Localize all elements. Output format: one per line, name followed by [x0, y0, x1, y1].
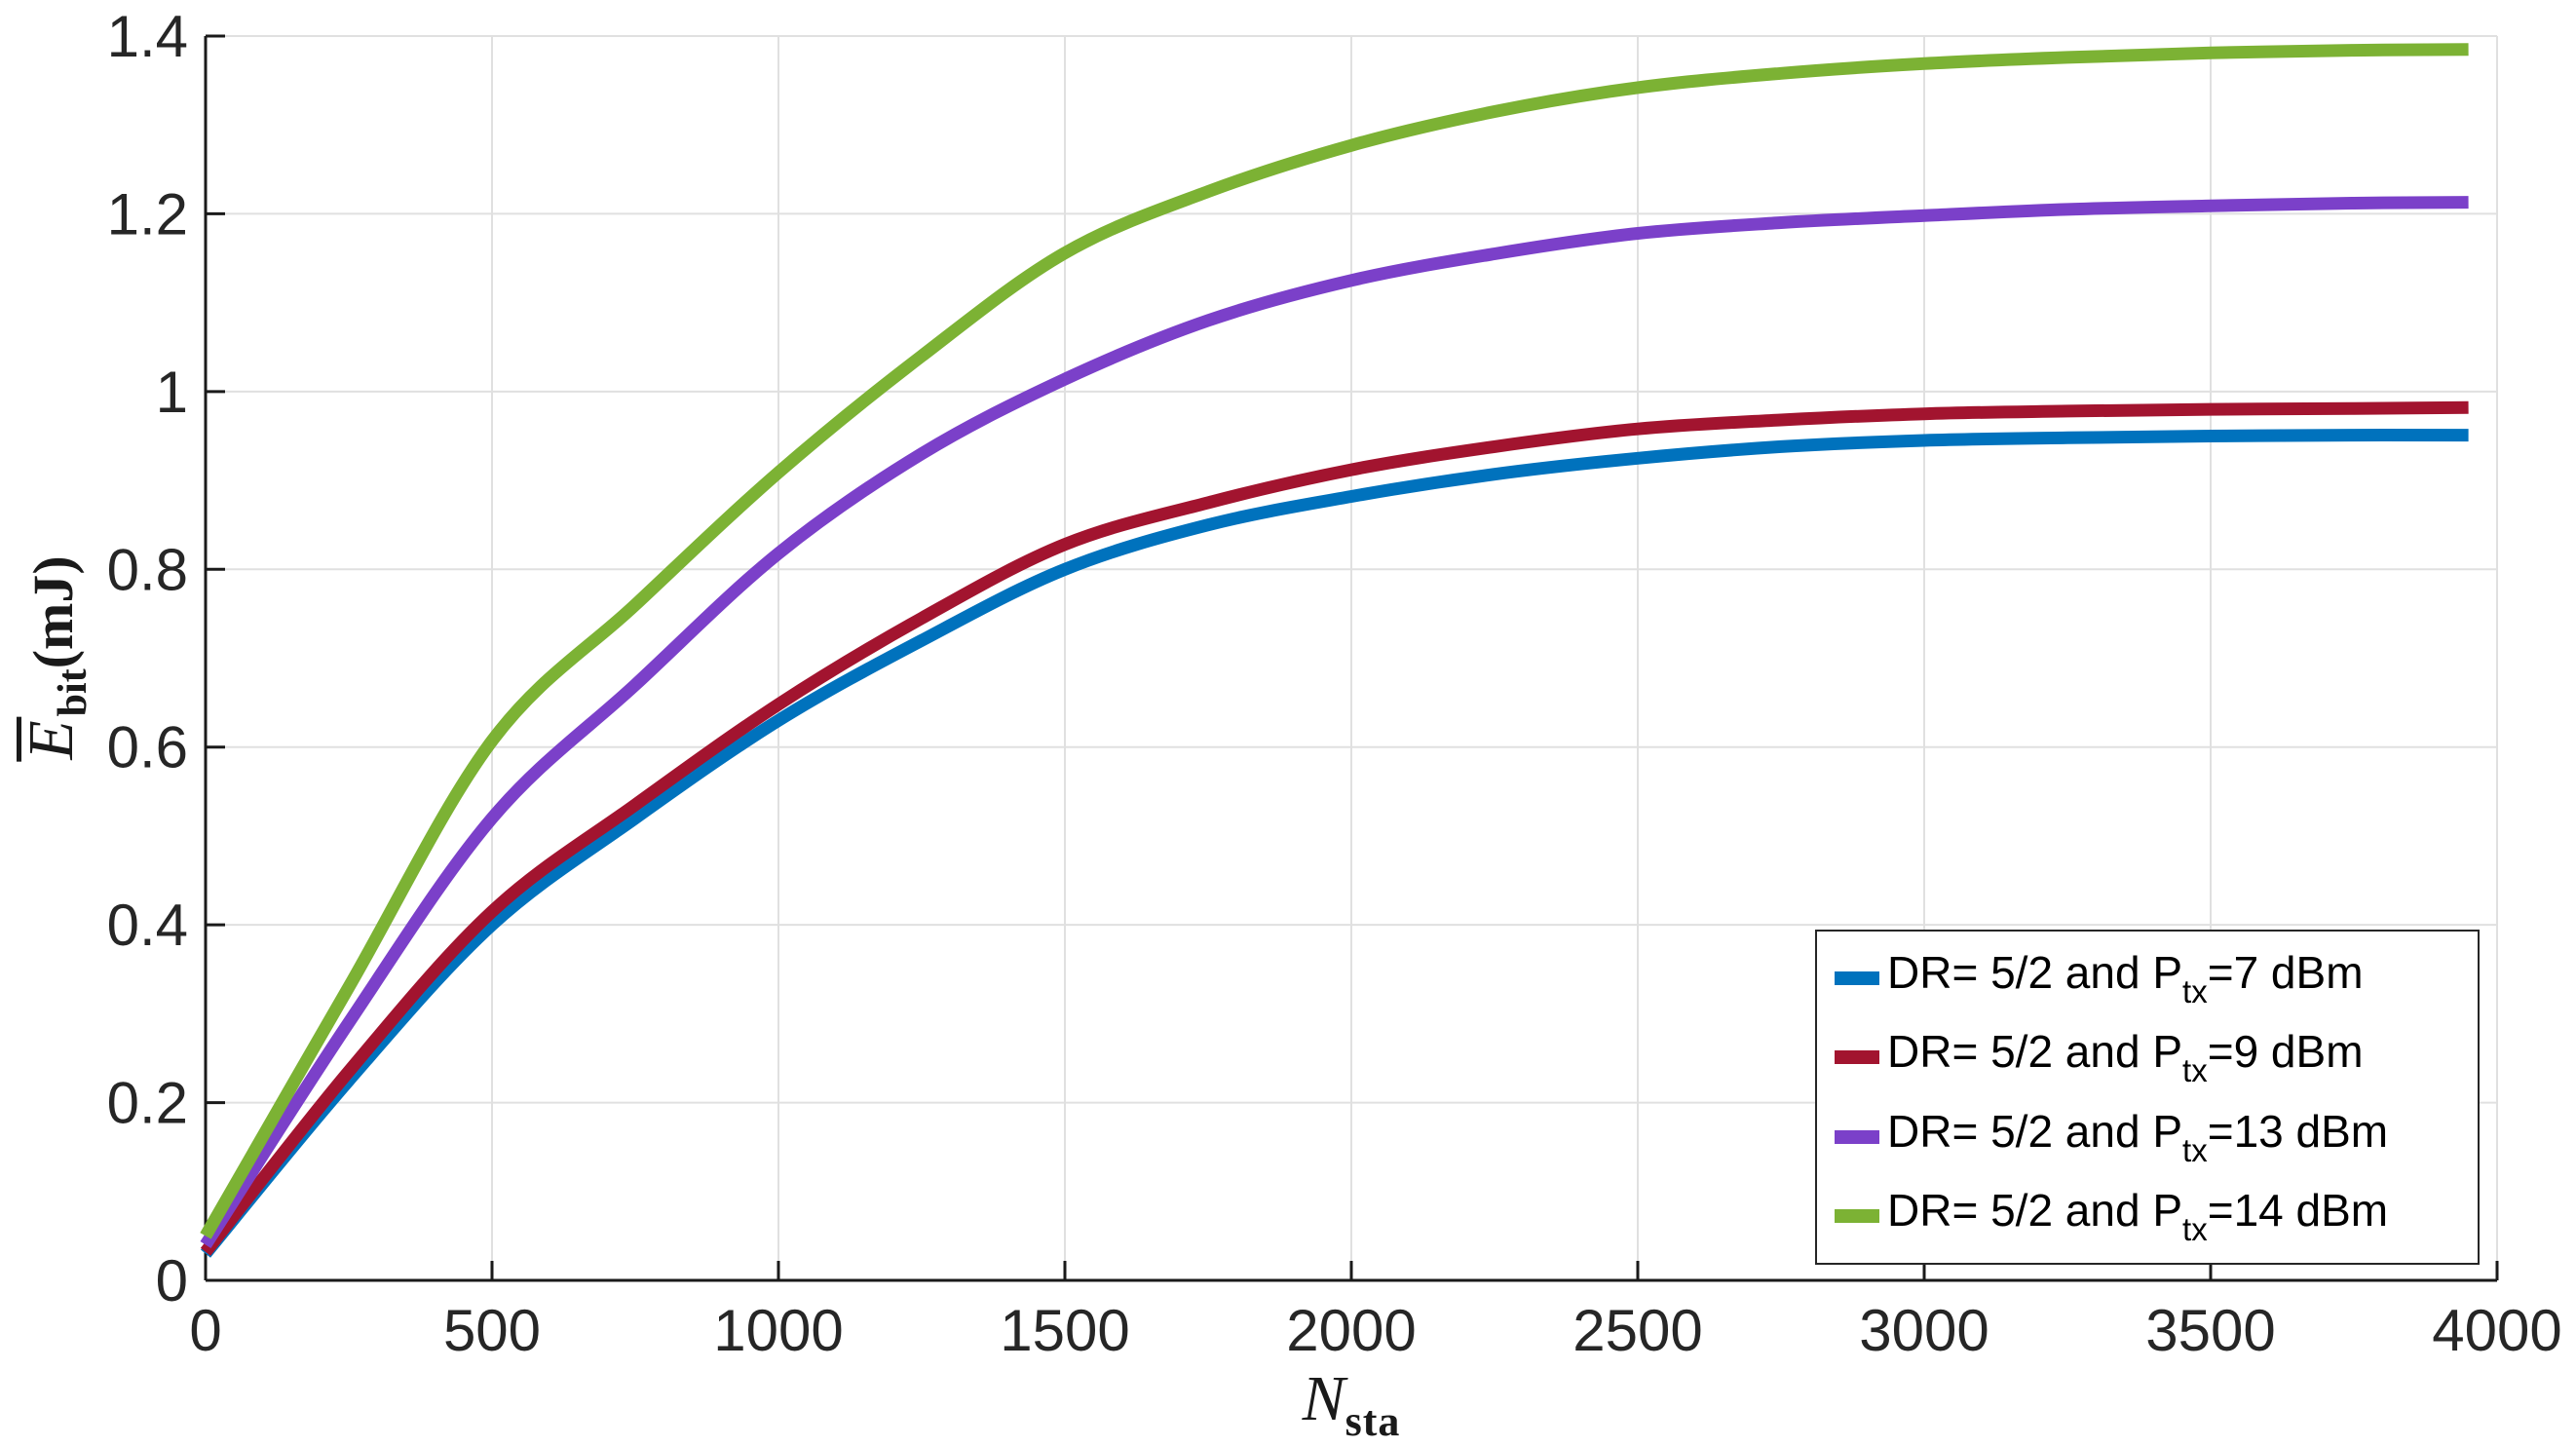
- x-axis-label: Nsta: [1303, 1362, 1401, 1446]
- x-tick-label: 4000: [2432, 1298, 2561, 1363]
- legend-text: =14 dBm: [2207, 1185, 2389, 1237]
- legend-subscript: tx: [2182, 972, 2208, 1009]
- y-tick-label: 1.2: [107, 181, 188, 247]
- legend-swatch-ptx9: [1835, 1050, 1879, 1065]
- y-tick-label: 0.8: [107, 537, 188, 602]
- x-axis-subscript: sta: [1345, 1397, 1401, 1445]
- legend-label-ptx14: DR= 5/2 and Ptx=14 dBm: [1887, 1184, 2388, 1248]
- x-tick-label: 3000: [1859, 1298, 1989, 1363]
- legend-subscript: tx: [2182, 1052, 2208, 1089]
- legend-item-ptx13[interactable]: DR= 5/2 and Ptx=13 dBm: [1817, 1098, 2478, 1176]
- series-line-3: [200, 43, 2469, 1239]
- x-tick-label: 1000: [713, 1298, 843, 1363]
- legend-swatch-ptx14: [1835, 1209, 1879, 1224]
- x-tick-label: 3500: [2145, 1298, 2275, 1363]
- legend-swatch-ptx13: [1835, 1129, 1879, 1144]
- series-line-0: [200, 429, 2469, 1258]
- series-line-1: [200, 400, 2469, 1256]
- y-axis-unit: (mJ): [21, 555, 85, 669]
- legend-item-ptx9[interactable]: DR= 5/2 and Ptx=9 dBm: [1817, 1018, 2478, 1096]
- legend-text: =7 dBm: [2207, 946, 2364, 998]
- x-axis-symbol: N: [1302, 1363, 1345, 1434]
- y-tick-label: 1.4: [107, 4, 188, 69]
- y-tick-label: 0: [156, 1248, 188, 1313]
- y-axis-subscript: bit: [51, 668, 95, 717]
- legend-swatch-ptx7: [1835, 970, 1879, 985]
- legend-text: DR= 5/2 and P: [1887, 1185, 2183, 1237]
- y-tick-label: 0.6: [107, 715, 188, 780]
- legend-label-ptx9: DR= 5/2 and Ptx=9 dBm: [1887, 1025, 2364, 1089]
- y-tick-label: 0.4: [107, 893, 188, 958]
- y-tick-label: 0.2: [107, 1071, 188, 1136]
- legend-text: DR= 5/2 and P: [1887, 1026, 2183, 1078]
- legend-subscript: tx: [2182, 1131, 2208, 1168]
- x-tick-label: 2000: [1286, 1298, 1416, 1363]
- legend-text: DR= 5/2 and P: [1887, 1105, 2183, 1157]
- legend-item-ptx14[interactable]: DR= 5/2 and Ptx=14 dBm: [1817, 1177, 2478, 1255]
- legend-text: DR= 5/2 and P: [1887, 946, 2183, 998]
- y-tick-label: 1: [156, 360, 188, 425]
- legend-item-ptx7[interactable]: DR= 5/2 and Ptx=7 dBm: [1817, 939, 2478, 1017]
- legend[interactable]: DR= 5/2 and Ptx=7 dBm DR= 5/2 and Ptx=9 …: [1815, 930, 2480, 1265]
- legend-label-ptx7: DR= 5/2 and Ptx=7 dBm: [1887, 946, 2364, 1010]
- x-tick-label: 1500: [1000, 1298, 1129, 1363]
- legend-subscript: tx: [2182, 1211, 2208, 1248]
- legend-text: =9 dBm: [2207, 1026, 2364, 1078]
- series-line-2: [200, 196, 2469, 1249]
- x-tick-label: 0: [189, 1298, 221, 1363]
- x-tick-label: 500: [443, 1298, 541, 1363]
- y-axis-symbol: E: [16, 716, 87, 762]
- legend-label-ptx13: DR= 5/2 and Ptx=13 dBm: [1887, 1105, 2388, 1169]
- x-tick-label: 2500: [1572, 1298, 1702, 1363]
- legend-text: =13 dBm: [2207, 1105, 2389, 1157]
- y-axis-label: Ebit(mJ): [16, 555, 96, 762]
